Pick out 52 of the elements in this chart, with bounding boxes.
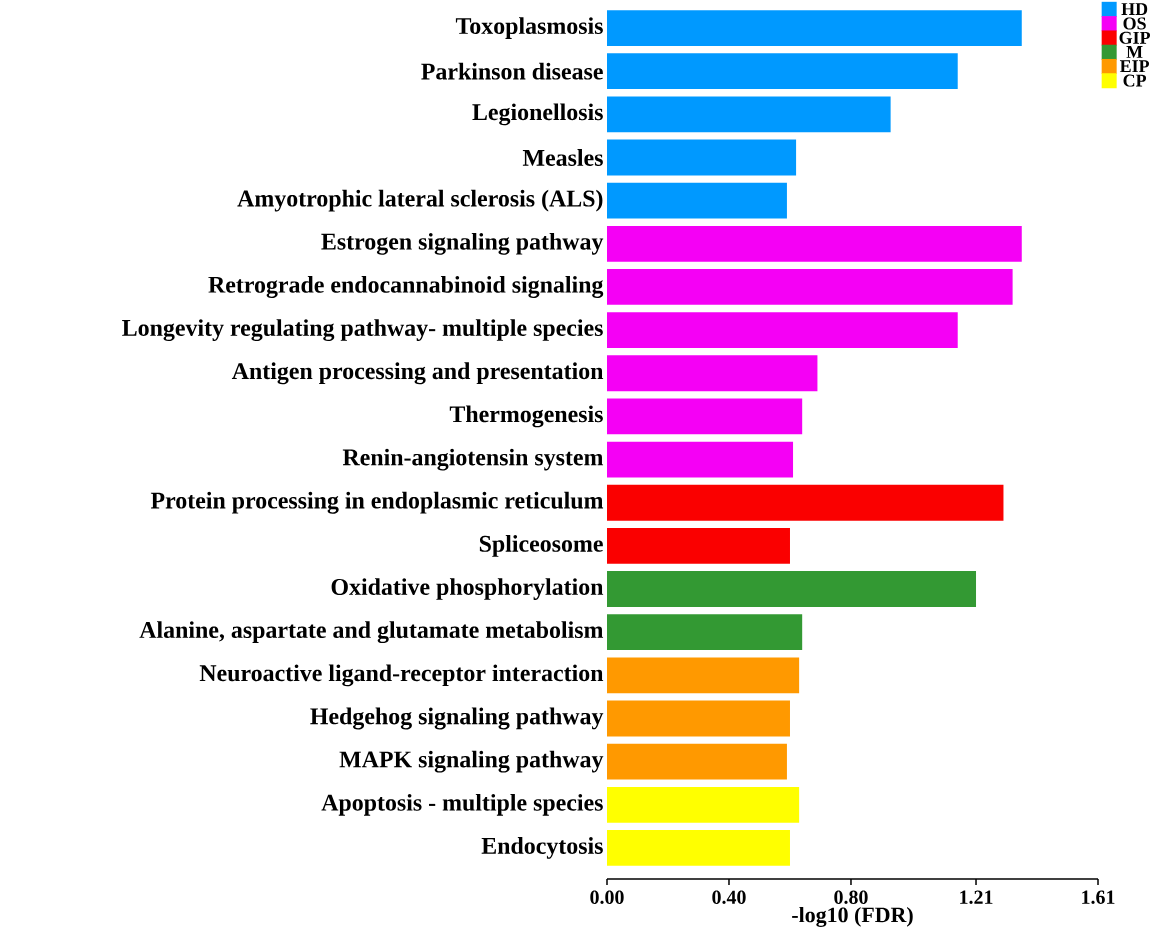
legend-label: GIP — [1119, 31, 1151, 44]
y-tick-label: Endocytosis — [481, 837, 603, 859]
x-tick-label: 1.61 — [1082, 890, 1115, 905]
y-tick-label: Protein processing in endoplasmic reticulum — [150, 491, 604, 514]
x-axis-title: -log10 (FDR) — [792, 906, 913, 927]
legend-label: HD — [1121, 3, 1148, 15]
y-tick-label: Spliceosome — [479, 535, 603, 557]
bar — [607, 700, 790, 737]
x-tick-label: 0.40 — [712, 890, 746, 905]
y-tick-label: Oxidative phosphorylation — [331, 578, 604, 600]
bar — [607, 225, 1022, 262]
bar — [607, 139, 797, 176]
bar — [607, 743, 787, 780]
bar — [607, 398, 803, 435]
bar — [607, 571, 977, 607]
legend-label: M — [1126, 46, 1143, 58]
y-tick-label: Retrograde endocannabinoid signaling — [208, 276, 604, 298]
y-tick-label: Hedgehog signaling pathway — [310, 707, 604, 730]
x-tick-label: 0.00 — [590, 890, 624, 905]
y-tick-label: Amyotrophic lateral sclerosis (ALS) — [237, 189, 603, 212]
bar — [607, 96, 891, 133]
bar — [607, 657, 800, 694]
legend-label: OS — [1123, 17, 1146, 30]
bar — [607, 312, 958, 349]
y-tick-label: Toxoplasmosis — [455, 17, 603, 39]
bar — [607, 441, 794, 478]
y-tick-label: Renin-angiotensin system — [342, 448, 604, 471]
legend-label: CP — [1123, 74, 1147, 87]
bar — [607, 786, 800, 823]
y-tick-label: Longevity regulating pathway- multiple species — [122, 319, 603, 342]
y-tick-label: Alanine, aspartate and glutamate metabolism — [139, 621, 604, 644]
y-tick-label: Apoptosis - multiple species — [321, 793, 603, 816]
bar — [607, 614, 803, 651]
bar — [607, 484, 1004, 521]
legend-label: EIP — [1119, 60, 1150, 73]
y-tick-label: Neuroactive ligand-receptor interaction — [199, 664, 604, 687]
bar — [607, 10, 1022, 46]
x-tick-label: 0.80 — [834, 890, 868, 905]
bar — [607, 269, 1013, 305]
y-tick-label: Antigen processing and presentation — [231, 362, 604, 385]
y-tick-label: Estrogen signaling pathway — [321, 232, 604, 255]
bar — [607, 830, 790, 866]
y-tick-label: Legionellosis — [472, 103, 603, 126]
y-tick-label: Parkinson disease — [421, 62, 603, 80]
bar — [607, 53, 958, 90]
bar — [607, 182, 787, 219]
y-tick-label: Measles — [522, 149, 603, 166]
x-tick-label: 1.21 — [960, 890, 993, 905]
y-tick-label: Thermogenesis — [449, 405, 603, 428]
bar — [607, 355, 818, 392]
bar — [607, 527, 790, 564]
y-tick-label: MAPK signaling pathway — [339, 750, 604, 773]
